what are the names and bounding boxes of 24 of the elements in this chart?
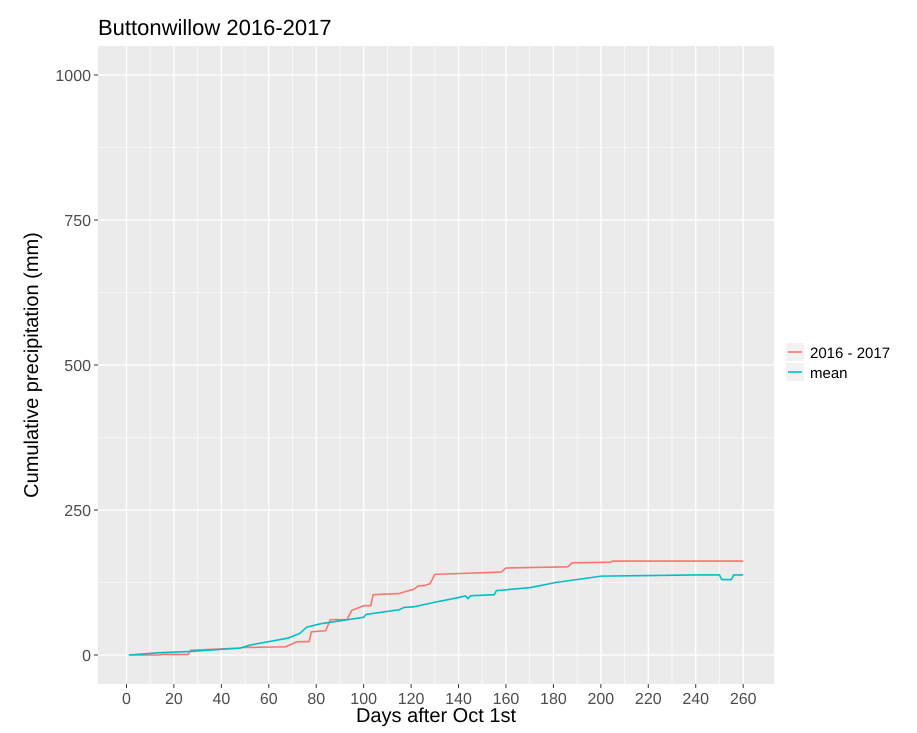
x-tick-label: 140 bbox=[445, 691, 472, 708]
y-axis-title: Cumulative precipitation (mm) bbox=[21, 232, 43, 498]
x-tick-label: 160 bbox=[492, 691, 520, 708]
chart-title: Buttonwillow 2016-2017 bbox=[98, 15, 332, 40]
x-tick-label: 220 bbox=[634, 691, 662, 708]
y-tick-label: 0 bbox=[82, 648, 92, 665]
x-tick-label: 100 bbox=[350, 691, 378, 708]
legend-label: 2016 - 2017 bbox=[810, 345, 890, 362]
x-axis-title: Days after Oct 1st bbox=[356, 705, 516, 727]
legend-label: mean bbox=[810, 365, 848, 382]
y-tick-label: 1000 bbox=[55, 68, 92, 85]
y-tick-label: 750 bbox=[64, 213, 92, 230]
x-tick-label: 120 bbox=[398, 691, 425, 708]
x-tick-label: 60 bbox=[260, 691, 278, 708]
x-tick-label: 80 bbox=[307, 691, 326, 708]
x-tick-label: 240 bbox=[682, 691, 710, 708]
x-tick-label: 40 bbox=[212, 691, 230, 708]
x-tick-label: 20 bbox=[165, 691, 183, 708]
x-tick-label: 0 bbox=[122, 691, 132, 708]
x-tick-label: 200 bbox=[588, 691, 614, 708]
x-tick-label: 180 bbox=[540, 691, 567, 708]
y-tick-label: 500 bbox=[64, 358, 92, 375]
x-tick-label: 260 bbox=[730, 691, 757, 708]
y-tick-label: 250 bbox=[64, 503, 92, 520]
